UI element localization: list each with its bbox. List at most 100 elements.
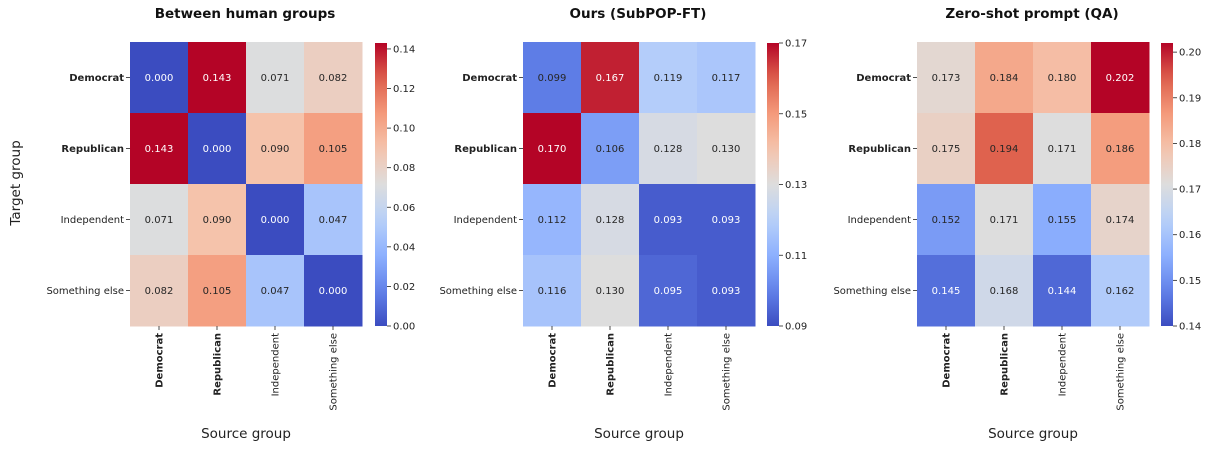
colorbar-tick-label: 0.00: [393, 322, 415, 333]
heatmap-cell: [130, 42, 189, 114]
colorbar-tick-label: 0.18: [1179, 139, 1201, 150]
colorbar-tick-label: 0.16: [1179, 230, 1201, 241]
y-tick-label: Independent: [61, 215, 124, 226]
y-tick-label: Democrat: [69, 73, 124, 84]
cell-value-label: 0.175: [932, 144, 961, 155]
heatmap-cell: [975, 255, 1034, 327]
cell-value-label: 0.130: [596, 286, 625, 297]
cell-value-label: 0.119: [654, 73, 683, 84]
colorbar-tick-label: 0.09: [785, 322, 807, 333]
cell-value-label: 0.093: [712, 215, 741, 226]
colorbar-tick-label: 0.20: [1179, 48, 1201, 59]
heatmap-cell: [697, 113, 756, 185]
cell-value-label: 0.106: [596, 144, 625, 155]
cell-value-label: 0.152: [932, 215, 961, 226]
x-tick-label: Something else: [329, 333, 340, 411]
y-tick-label: Republican: [848, 144, 911, 155]
heatmap-cell: [581, 113, 640, 185]
cell-value-label: 0.128: [654, 144, 683, 155]
heatmap-cell: [639, 42, 698, 114]
heatmap-cell: [188, 184, 247, 256]
colorbar-tick-label: 0.17: [785, 39, 807, 50]
colorbar: [1161, 43, 1173, 326]
colorbar-tick-label: 0.12: [393, 84, 415, 95]
heatmap-cell: [581, 42, 640, 114]
heatmap-cell: [523, 184, 582, 256]
panel-title: Between human groups: [155, 6, 336, 22]
cell-value-label: 0.144: [1048, 286, 1077, 297]
cell-value-label: 0.117: [712, 73, 741, 84]
heatmap-cell: [304, 255, 363, 327]
cell-value-label: 0.143: [203, 73, 232, 84]
y-tick-label: Independent: [454, 215, 517, 226]
colorbar-tick-label: 0.17: [1179, 185, 1201, 196]
x-tick-label: Democrat: [942, 333, 953, 388]
x-tick-label: Republican: [1000, 333, 1011, 396]
colorbar: [375, 43, 387, 326]
heatmap-cell: [697, 42, 756, 114]
heatmap-cell: [975, 42, 1034, 114]
heatmap-cell: [581, 255, 640, 327]
heatmap-cell: [1091, 42, 1150, 114]
y-tick-label: Democrat: [462, 73, 517, 84]
cell-value-label: 0.162: [1106, 286, 1135, 297]
heatmap-cell: [523, 113, 582, 185]
heatmap-cell: [130, 184, 189, 256]
cell-value-label: 0.000: [319, 286, 348, 297]
colorbar-tick-label: 0.11: [785, 251, 807, 262]
x-tick-label: Independent: [664, 333, 675, 396]
x-tick-label: Independent: [1058, 333, 1069, 396]
colorbar: [767, 43, 779, 326]
cell-value-label: 0.180: [1048, 73, 1077, 84]
cell-value-label: 0.093: [712, 286, 741, 297]
cell-value-label: 0.047: [319, 215, 348, 226]
y-tick-label: Something else: [833, 286, 911, 297]
y-tick-label: Republican: [61, 144, 124, 155]
y-tick-label: Democrat: [856, 73, 911, 84]
colorbar-tick-label: 0.14: [393, 44, 415, 55]
heatmap-cell: [246, 113, 305, 185]
cell-value-label: 0.130: [712, 144, 741, 155]
colorbar-tick-label: 0.04: [393, 242, 415, 253]
cell-value-label: 0.000: [203, 144, 232, 155]
figure-ylabel: Target group: [8, 140, 24, 226]
x-tick-label: Republican: [606, 333, 617, 396]
cell-value-label: 0.047: [261, 286, 290, 297]
cell-value-label: 0.128: [596, 215, 625, 226]
heatmap-cell: [304, 42, 363, 114]
heatmap-cell: [130, 113, 189, 185]
cell-value-label: 0.155: [1048, 215, 1077, 226]
heatmap-cell: [246, 184, 305, 256]
heatmap-cell: [304, 184, 363, 256]
y-tick-label: Something else: [439, 286, 517, 297]
cell-value-label: 0.167: [596, 73, 625, 84]
colorbar-tick-label: 0.02: [393, 282, 415, 293]
heatmap-cell: [246, 255, 305, 327]
heatmap-cell: [917, 184, 976, 256]
colorbar-tick-label: 0.19: [1179, 93, 1201, 104]
y-tick-label: Independent: [848, 215, 911, 226]
cell-value-label: 0.171: [1048, 144, 1077, 155]
colorbar-tick-label: 0.08: [393, 163, 415, 174]
heatmap-cell: [304, 113, 363, 185]
x-tick-label: Democrat: [548, 333, 559, 388]
heatmap-cell: [1033, 255, 1092, 327]
heatmap-panel-3: Zero-shot prompt (QA) 0.173 0.184 0.180 0.20…: [833, 6, 1201, 442]
x-tick-label: Independent: [271, 333, 282, 396]
cell-value-label: 0.170: [538, 144, 567, 155]
cell-value-label: 0.082: [319, 73, 348, 84]
cell-value-label: 0.171: [990, 215, 1019, 226]
panel-title: Zero-shot prompt (QA): [945, 6, 1118, 22]
heatmap-cell: [917, 113, 976, 185]
heatmap-cell: [246, 42, 305, 114]
heatmap-cell: [917, 255, 976, 327]
cell-value-label: 0.184: [990, 73, 1019, 84]
cell-value-label: 0.105: [319, 144, 348, 155]
cell-value-label: 0.186: [1106, 144, 1135, 155]
heatmap-cell: [639, 255, 698, 327]
cell-value-label: 0.143: [145, 144, 174, 155]
heatmap-cell: [1033, 113, 1092, 185]
cell-value-label: 0.116: [538, 286, 567, 297]
x-axis-label: Source group: [201, 426, 291, 442]
